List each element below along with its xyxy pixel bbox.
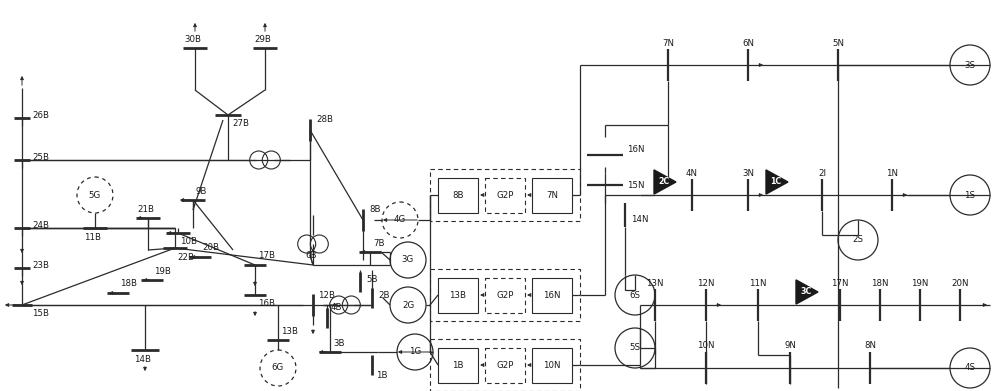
Text: 3C: 3C xyxy=(800,287,812,296)
Text: 2G: 2G xyxy=(402,301,414,310)
Text: 7B: 7B xyxy=(373,239,384,248)
Text: 19B: 19B xyxy=(154,267,171,276)
Text: 6N: 6N xyxy=(742,38,754,47)
Bar xyxy=(485,348,525,382)
Text: 10B: 10B xyxy=(180,237,197,246)
Bar xyxy=(430,169,580,221)
Text: 18B: 18B xyxy=(120,280,137,289)
Text: 12B: 12B xyxy=(318,291,335,300)
Text: 24B: 24B xyxy=(32,221,49,231)
Text: 1B: 1B xyxy=(376,371,388,380)
Text: 1G: 1G xyxy=(409,348,421,357)
Text: 4N: 4N xyxy=(686,169,698,178)
Text: 2C: 2C xyxy=(658,178,669,187)
Text: 21B: 21B xyxy=(138,204,154,213)
Text: 13B: 13B xyxy=(281,326,298,335)
Text: 7N: 7N xyxy=(662,38,674,47)
Text: 19N: 19N xyxy=(911,278,929,287)
Text: 30B: 30B xyxy=(184,34,202,43)
Bar xyxy=(532,278,572,312)
Text: 16B: 16B xyxy=(258,300,275,308)
Text: G2P: G2P xyxy=(496,361,514,369)
Bar xyxy=(532,348,572,382)
Text: 6B: 6B xyxy=(305,251,316,260)
Text: 15B: 15B xyxy=(32,308,49,317)
Text: 28B: 28B xyxy=(316,115,333,124)
Polygon shape xyxy=(796,280,818,304)
Text: 9B: 9B xyxy=(195,187,206,196)
Bar xyxy=(532,178,572,212)
Text: 20N: 20N xyxy=(951,278,969,287)
Text: 5S: 5S xyxy=(630,344,640,353)
Text: 5N: 5N xyxy=(832,38,844,47)
Text: 16N: 16N xyxy=(627,145,644,154)
Text: 8B: 8B xyxy=(452,190,464,199)
Text: 10N: 10N xyxy=(697,341,715,350)
Text: 3G: 3G xyxy=(402,255,414,264)
Text: 6G: 6G xyxy=(272,364,284,373)
Text: 4G: 4G xyxy=(394,215,406,224)
Text: 3N: 3N xyxy=(742,169,754,178)
Bar xyxy=(485,278,525,312)
Bar xyxy=(438,348,478,382)
Text: 12N: 12N xyxy=(697,278,715,287)
Text: G2P: G2P xyxy=(496,291,514,300)
Bar xyxy=(438,278,478,312)
Text: 1S: 1S xyxy=(964,190,976,199)
Text: 1B: 1B xyxy=(452,361,464,369)
Bar xyxy=(438,178,478,212)
Text: 6S: 6S xyxy=(630,291,640,300)
Text: 25B: 25B xyxy=(32,154,49,163)
Text: 13N: 13N xyxy=(646,278,664,287)
Text: 9N: 9N xyxy=(784,341,796,350)
Text: 10N: 10N xyxy=(543,361,561,369)
Text: 2B: 2B xyxy=(378,292,390,301)
Bar xyxy=(430,339,580,391)
Polygon shape xyxy=(766,170,788,194)
Text: 14B: 14B xyxy=(134,355,152,364)
Text: 5B: 5B xyxy=(366,276,378,285)
Text: 7N: 7N xyxy=(546,190,558,199)
Text: 17B: 17B xyxy=(258,251,275,260)
Text: 18N: 18N xyxy=(871,278,889,287)
Text: 26B: 26B xyxy=(32,111,49,120)
Text: 8B: 8B xyxy=(369,206,380,215)
Text: 8N: 8N xyxy=(864,341,876,350)
Text: 20B: 20B xyxy=(202,244,219,253)
Polygon shape xyxy=(654,170,676,194)
Text: 13B: 13B xyxy=(450,291,466,300)
Text: 16N: 16N xyxy=(543,291,561,300)
Text: 4S: 4S xyxy=(964,364,976,373)
Text: 4B: 4B xyxy=(331,303,342,312)
Text: 3S: 3S xyxy=(964,61,976,70)
Text: 17N: 17N xyxy=(831,278,849,287)
Text: 2S: 2S xyxy=(852,235,864,244)
Text: 5G: 5G xyxy=(89,190,101,199)
Text: 11N: 11N xyxy=(749,278,767,287)
Text: 14N: 14N xyxy=(631,215,648,224)
Text: 27B: 27B xyxy=(232,120,249,129)
Text: 22B: 22B xyxy=(177,253,194,262)
Text: 29B: 29B xyxy=(255,34,271,43)
Text: G2P: G2P xyxy=(496,190,514,199)
Text: 3B: 3B xyxy=(333,339,344,348)
Text: 1N: 1N xyxy=(886,169,898,178)
Text: 1C: 1C xyxy=(770,178,781,187)
Text: 15N: 15N xyxy=(627,181,644,190)
Bar xyxy=(485,178,525,212)
Text: 2I: 2I xyxy=(818,169,826,178)
Text: 11B: 11B xyxy=(84,233,102,242)
Bar xyxy=(430,269,580,321)
Text: 23B: 23B xyxy=(32,262,49,271)
